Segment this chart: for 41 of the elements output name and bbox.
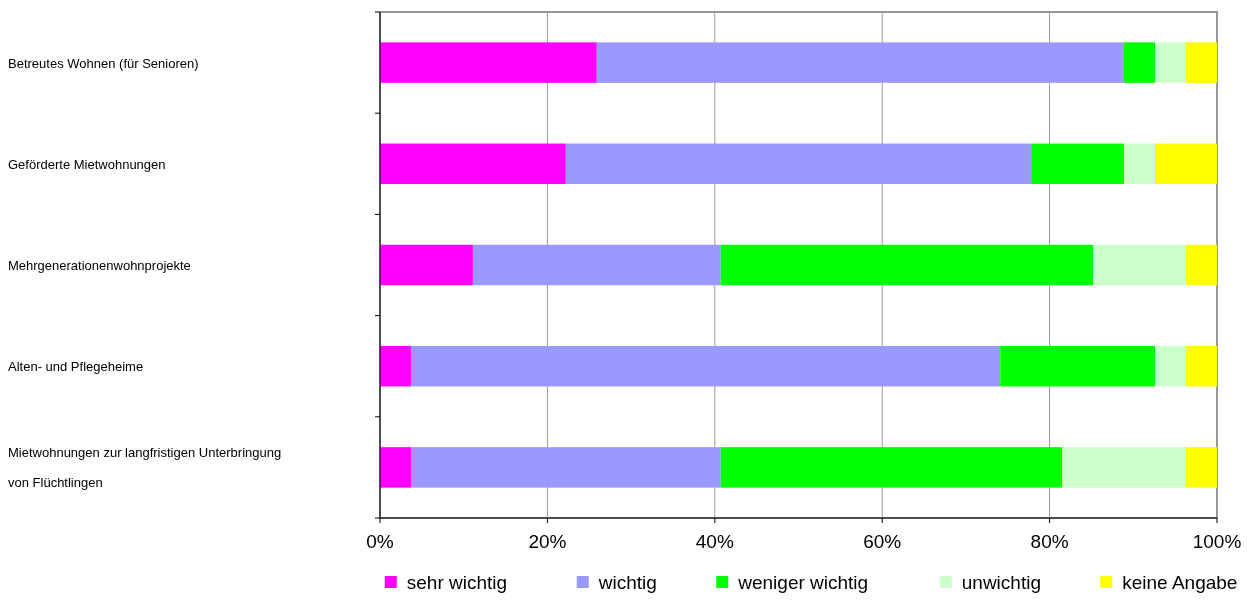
bar <box>1155 143 1217 185</box>
bar <box>565 143 1032 185</box>
bar <box>1186 345 1217 387</box>
bar <box>720 447 1063 488</box>
bar <box>1031 143 1125 185</box>
y-tick-label: Mietwohnungen zur langfristigen Unterbringung von Flüchtlingen <box>8 445 282 491</box>
bar <box>410 345 1001 387</box>
x-tick-label: 20% <box>528 531 567 552</box>
bar <box>380 345 411 387</box>
bar <box>1186 244 1217 286</box>
bar <box>1062 447 1187 488</box>
x-tick-label: 80% <box>1030 531 1069 552</box>
legend-label: sehr wichtig <box>406 572 508 593</box>
bar <box>380 143 566 185</box>
bar <box>1124 42 1156 83</box>
y-tick-label: Mehrgenerationenwohnprojekte <box>8 258 191 273</box>
legend-label: unwichtig <box>961 572 1041 593</box>
bar <box>1186 42 1217 83</box>
legend-label: wichtig <box>597 572 657 593</box>
x-tick-label: 40% <box>695 531 734 552</box>
bar <box>1000 345 1156 387</box>
bar <box>410 447 721 488</box>
bar <box>472 244 721 286</box>
bar <box>720 244 1094 286</box>
y-tick-label: Alten- und Pflegeheime <box>8 359 144 375</box>
legend-label: weniger wichtig <box>737 572 869 593</box>
legend-label: keine Angabe <box>1122 572 1238 593</box>
bar <box>1124 143 1156 185</box>
bar <box>1186 447 1217 488</box>
bar <box>1155 42 1187 83</box>
bar <box>1155 345 1187 387</box>
x-tick-label: 100% <box>1192 531 1242 552</box>
bar <box>380 447 411 488</box>
x-tick-label: 0% <box>366 531 394 552</box>
bar <box>1093 244 1187 286</box>
y-tick-label: Betreutes Wohnen (für Senioren) <box>8 55 199 71</box>
bar <box>380 42 597 83</box>
bar <box>596 42 1125 83</box>
y-tick-label: Geförderte Mietwohnungen <box>8 156 166 172</box>
x-tick-label: 60% <box>863 531 902 552</box>
bar <box>380 244 473 286</box>
